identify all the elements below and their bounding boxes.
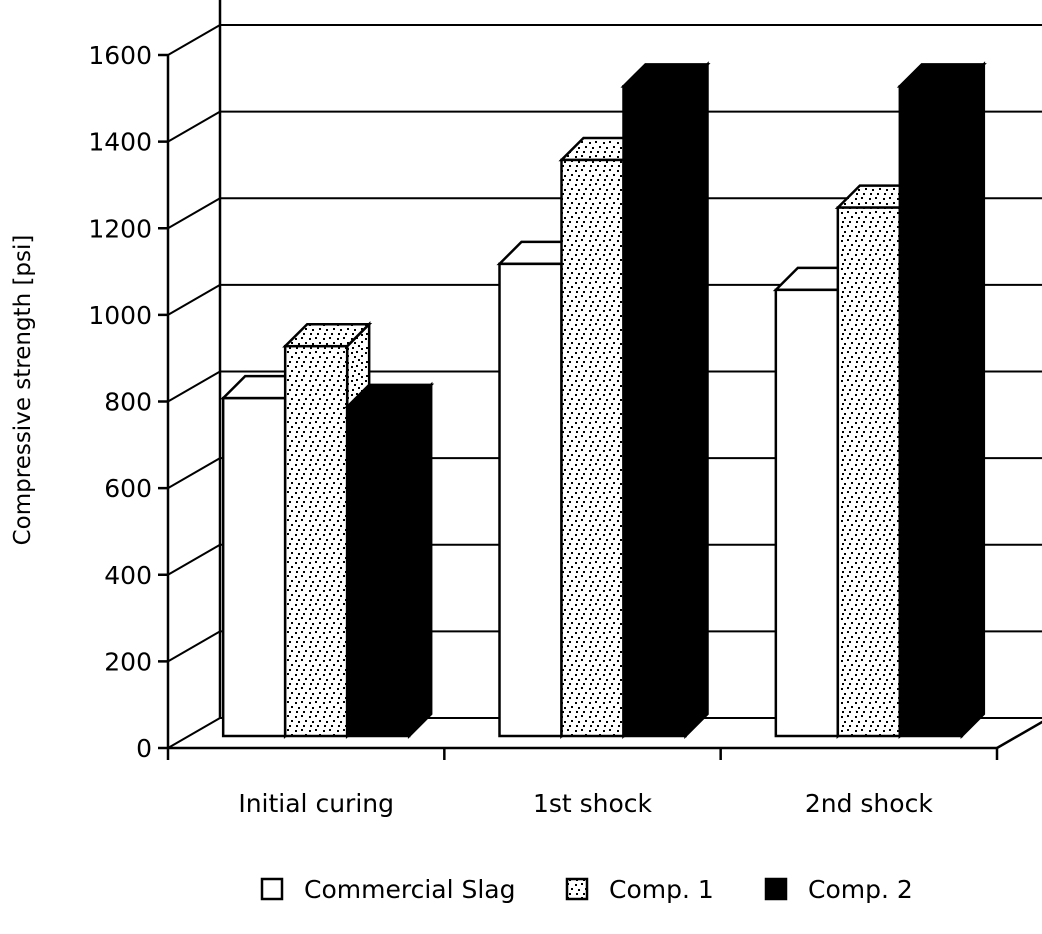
legend-item: Comp. 1 <box>565 875 714 904</box>
bar <box>620 61 711 740</box>
legend-swatch <box>260 877 284 901</box>
y-tick-label: 1400 <box>88 128 152 157</box>
bar-front <box>283 344 349 738</box>
side-gridline <box>167 110 221 143</box>
y-tick-label: 800 <box>104 388 152 417</box>
bar-side <box>407 381 433 740</box>
bar-front <box>622 85 687 738</box>
side-gridline <box>167 457 221 489</box>
side-gridline <box>167 24 221 56</box>
bar-side <box>684 61 709 740</box>
legend-label: Comp. 1 <box>609 875 714 904</box>
x-tick-label: 1st shock <box>533 789 653 818</box>
side-gridline <box>167 630 221 663</box>
y-tick-label: 400 <box>104 561 152 590</box>
y-tick-label: 600 <box>104 474 152 503</box>
legend-label: Commercial Slag <box>304 875 515 904</box>
bar <box>896 61 987 740</box>
bar-front <box>498 262 563 738</box>
y-tick-label: 1000 <box>88 301 152 330</box>
legend: Commercial Slag Comp. 1 Comp. 2 <box>260 875 913 904</box>
side-gridline <box>167 543 221 576</box>
side-gridline <box>167 197 221 230</box>
bar-front <box>898 85 964 738</box>
chart-walls <box>218 0 222 718</box>
x-tick-label: 2nd shock <box>805 789 933 818</box>
y-tick-label: 1600 <box>88 41 152 70</box>
legend-label: Comp. 2 <box>808 875 913 904</box>
y-tick-label: 200 <box>104 647 152 676</box>
y-tick-label: 1200 <box>88 214 152 243</box>
legend-item: Comp. 2 <box>764 875 913 904</box>
floor-edge <box>996 720 1042 750</box>
side-gridline <box>167 370 221 403</box>
bar-front <box>221 396 287 738</box>
side-gridline <box>167 284 221 316</box>
x-tick-label: Initial curing <box>238 789 394 818</box>
bar-side <box>960 61 986 740</box>
legend-item: Commercial Slag <box>260 875 515 904</box>
x-tick-labels: Initial curing 1st shock 2nd shock <box>238 789 933 818</box>
bar <box>344 381 435 740</box>
bar-front <box>345 405 411 738</box>
y-tick-label: 0 <box>136 734 152 763</box>
y-axis-label: Compressive strength [psi] <box>10 235 36 546</box>
axes <box>158 53 1042 760</box>
bars <box>220 61 987 740</box>
bar-front <box>836 206 902 738</box>
side-gridline <box>167 717 221 749</box>
legend-swatch <box>764 877 788 901</box>
bar-front <box>774 288 840 738</box>
legend-swatch <box>565 877 589 901</box>
y-tick-labels: 0 200 400 600 800 1000 1200 1400 1600 <box>88 41 152 763</box>
bar-front <box>560 158 625 738</box>
